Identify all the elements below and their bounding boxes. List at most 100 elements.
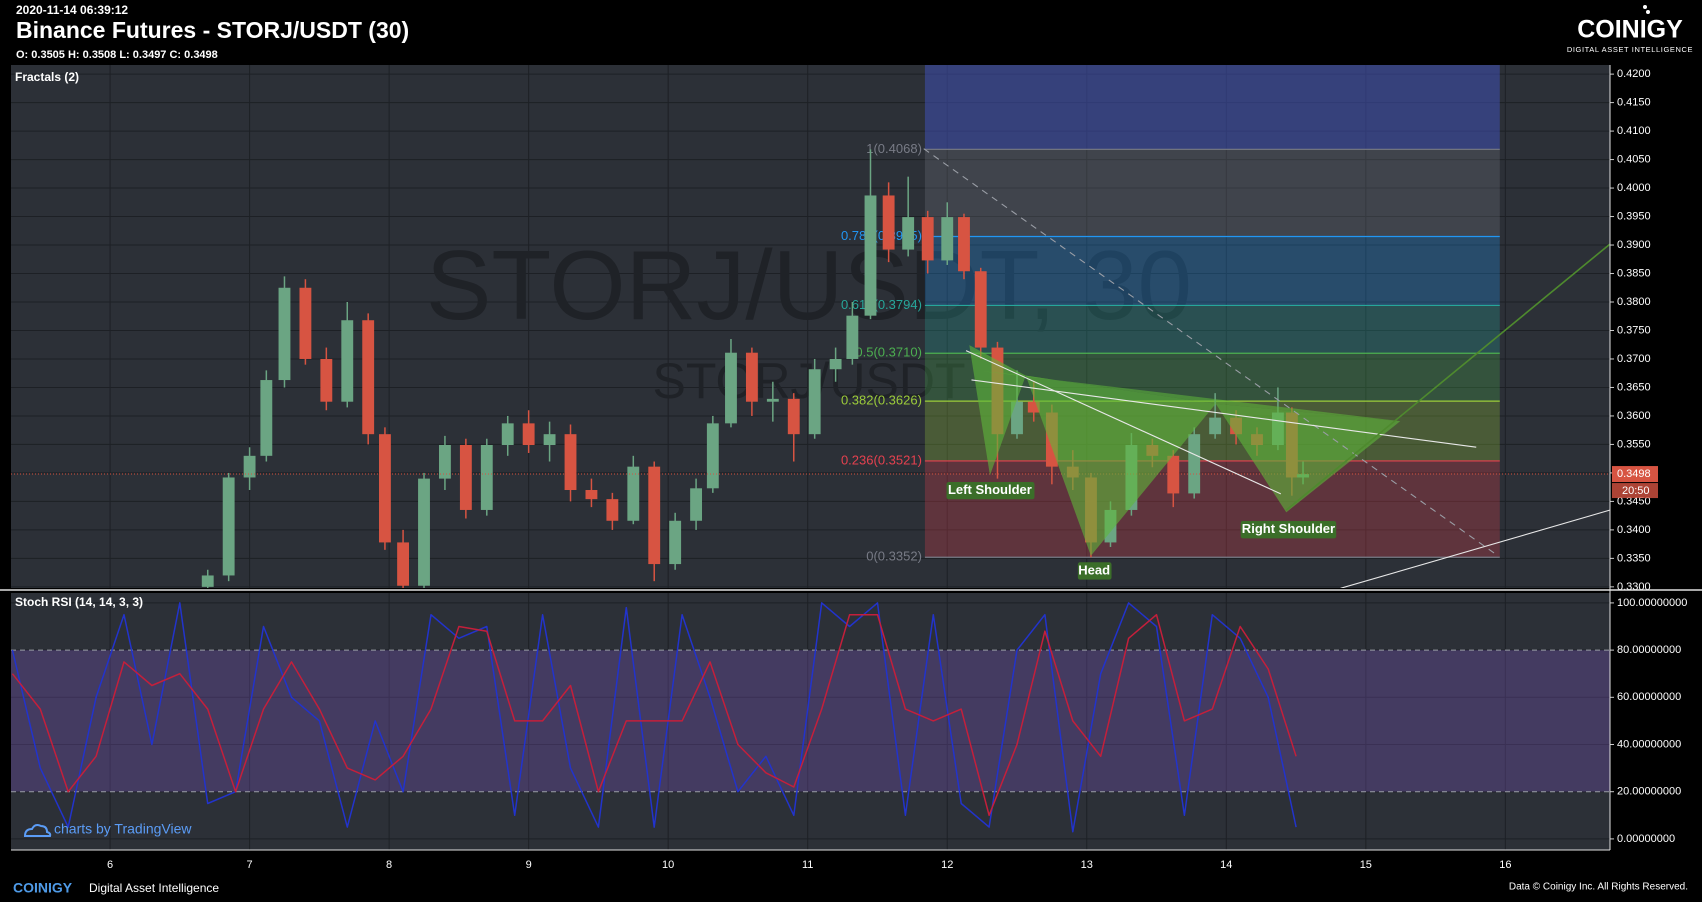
trend-line xyxy=(1340,509,1610,588)
candle-body xyxy=(341,320,354,402)
candle-body xyxy=(362,320,375,435)
stoch-line xyxy=(11,602,1297,833)
candle-body xyxy=(397,542,410,586)
y-tick-label: 0.4150 xyxy=(1617,97,1651,109)
fib-label: 0(0.3352) xyxy=(866,549,922,564)
candle-body xyxy=(278,287,291,381)
candle-body xyxy=(459,445,472,510)
candle-body xyxy=(320,358,333,402)
y-tick-label: 100.00000000 xyxy=(1617,597,1687,609)
x-tick-label: 10 xyxy=(662,859,674,871)
candle-body xyxy=(846,315,859,359)
x-tick-label: 12 xyxy=(941,859,953,871)
drawings: Left Shoulder Head Right Shoulder xyxy=(923,148,1610,588)
candle-body xyxy=(480,445,493,510)
pattern-label: Right Shoulder xyxy=(1242,521,1335,536)
fib-band xyxy=(924,236,1500,306)
label-box xyxy=(1240,521,1337,539)
fib-extension xyxy=(924,65,1500,150)
x-tick-label: 14 xyxy=(1220,859,1232,871)
y-tick-label: 80.00000000 xyxy=(1617,644,1681,656)
candle-body xyxy=(243,455,256,478)
head-shape xyxy=(1025,375,1216,556)
y-tick-label: 60.00000000 xyxy=(1617,691,1681,703)
cloud-icon xyxy=(23,824,52,837)
x-tick-label: 6 xyxy=(107,859,113,871)
y-tick-label: 0.3950 xyxy=(1617,210,1651,222)
main-pane xyxy=(11,65,1610,588)
grid xyxy=(11,65,1610,850)
x-tick-label: 9 xyxy=(526,859,532,871)
candle-body xyxy=(958,217,970,272)
candle-body xyxy=(690,488,703,521)
credit-link[interactable]: charts by TradingView xyxy=(54,821,192,837)
candle-body xyxy=(829,358,842,370)
candle-body xyxy=(585,490,598,500)
countdown-label: 20:50 xyxy=(1622,485,1650,497)
x-tick-label: 16 xyxy=(1499,859,1511,871)
stoch-lines xyxy=(11,602,1610,833)
candle-body xyxy=(787,398,800,435)
y-tick-label: 20.00000000 xyxy=(1617,786,1681,798)
candle-body xyxy=(543,434,556,446)
y-tick-label: 40.00000000 xyxy=(1617,738,1681,750)
pattern-label: Head xyxy=(1078,562,1110,577)
candle-body xyxy=(766,398,779,402)
candle-body xyxy=(745,352,758,402)
candle-body xyxy=(260,380,273,456)
y-tick-label: 0.4200 xyxy=(1617,68,1651,80)
candle-body xyxy=(882,195,895,250)
y-tick-label: 0.3300 xyxy=(1617,581,1651,593)
stoch-pane xyxy=(11,593,1610,850)
fib-label: 0.618(0.3794) xyxy=(841,297,922,312)
candle-body xyxy=(501,423,514,446)
label-box xyxy=(946,481,1035,500)
candle-body xyxy=(201,575,214,587)
left-shoulder-shape xyxy=(969,345,1026,476)
candle-body xyxy=(439,445,451,479)
axes: 6 7 8 9 10 11 12 13 14 15 16 0.3300 0.3350 0.3400 0.34… xyxy=(107,68,1687,871)
y-tick-label: 0.3550 xyxy=(1617,438,1651,450)
logo-dot xyxy=(1646,10,1650,14)
fib-band xyxy=(924,305,1500,354)
candle-body xyxy=(564,434,577,491)
candle-body xyxy=(1167,455,1180,494)
y-tick-label: 0.3900 xyxy=(1617,239,1651,251)
candle-body xyxy=(299,287,312,359)
x-tick-label: 15 xyxy=(1360,859,1372,871)
footer-rights: Data © Coinigy Inc. All Rights Reserved. xyxy=(1509,882,1688,893)
y-tick-label: 0.4050 xyxy=(1617,153,1651,165)
candle-body xyxy=(222,477,235,576)
y-tick-label: 0.3450 xyxy=(1617,495,1651,507)
candle-body xyxy=(808,369,821,435)
brand-logo: COINIGY DIGITAL ASSET INTELLIGENCE xyxy=(1567,5,1693,54)
page-title: Binance Futures - STORJ/USDT (30) xyxy=(16,17,409,43)
last-price-label: 0.3498 xyxy=(1617,468,1651,480)
candle-body xyxy=(606,499,619,521)
tradingview-credit[interactable]: charts by TradingView xyxy=(23,821,192,837)
candle-body xyxy=(627,466,640,521)
y-tick-label: 0.3400 xyxy=(1617,524,1651,536)
pattern-label: Left Shoulder xyxy=(948,482,1032,497)
candle-body xyxy=(1011,401,1023,435)
candle-body xyxy=(921,217,934,261)
fib-label: 1(0.4068) xyxy=(866,141,922,156)
last-price-box xyxy=(1612,466,1658,483)
candle-body xyxy=(418,478,430,586)
x-tick-label: 13 xyxy=(1081,859,1093,871)
candle-body xyxy=(1188,434,1201,494)
trend-line xyxy=(965,350,1282,495)
ohlc: O: 0.3505 H: 0.3508 L: 0.3497 C: 0.3498 xyxy=(16,49,218,61)
drawings-scaled: Left Shoulder Head Right Shoulder xyxy=(923,148,1610,588)
brand-tagline: DIGITAL ASSET INTELLIGENCE xyxy=(1567,45,1693,54)
candle-body xyxy=(1027,401,1040,413)
candle-body xyxy=(974,271,987,348)
stoch-line xyxy=(11,613,1297,817)
trend-line-dashed xyxy=(923,148,1499,557)
y-tick-label: 0.3700 xyxy=(1617,353,1651,365)
footer-tagline: Digital Asset Intelligence xyxy=(89,881,219,895)
candle-body xyxy=(864,195,877,316)
candle-body xyxy=(941,217,954,261)
logo-dot xyxy=(1643,5,1647,9)
